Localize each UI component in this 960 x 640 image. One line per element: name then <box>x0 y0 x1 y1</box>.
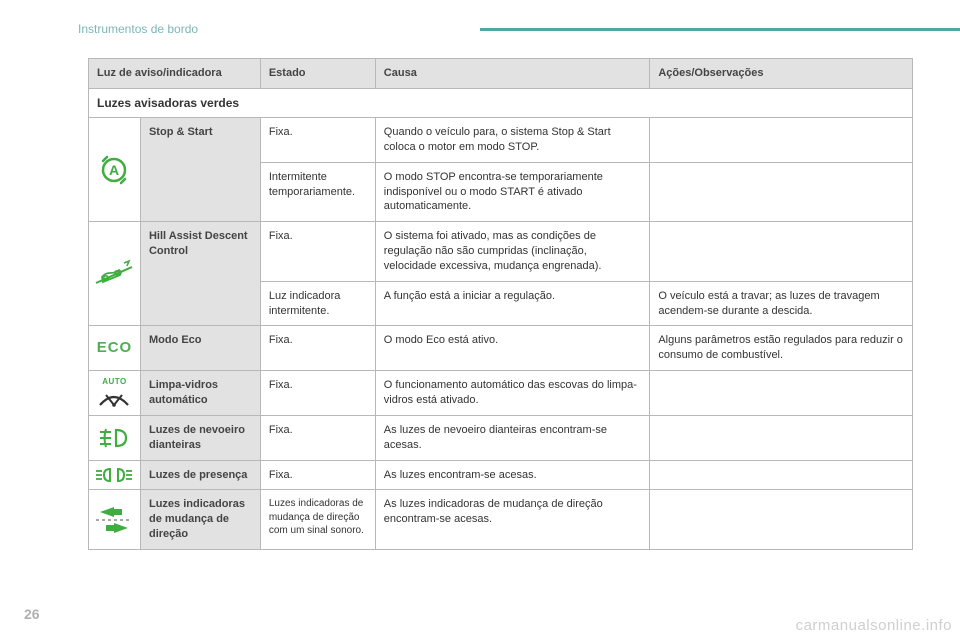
hill-assist-icon-cell <box>89 222 141 326</box>
wiper-icon-cell: AUTO <box>89 371 141 416</box>
svg-text:A: A <box>109 162 119 178</box>
table-row: Hill Assist Descent Control Fixa. O sist… <box>89 222 913 282</box>
row-causa: O modo Eco está ativo. <box>375 326 650 371</box>
turn-signal-icon-cell <box>89 490 141 550</box>
fog-light-icon-cell <box>89 415 141 460</box>
th-acoes: Ações/Observações <box>650 59 913 89</box>
sidelight-icon-cell <box>89 460 141 490</box>
auto-label: AUTO <box>91 377 138 388</box>
table-row: Luzes de nevoeiro dianteiras Fixa. As lu… <box>89 415 913 460</box>
row-name: Luzes de nevoeiro dianteiras <box>140 415 260 460</box>
row-acoes <box>650 460 913 490</box>
table-row: ECO Modo Eco Fixa. O modo Eco está ativo… <box>89 326 913 371</box>
section-heading-row: Luzes avisadoras verdes <box>89 88 913 117</box>
hill-descent-icon <box>94 259 134 289</box>
row-causa: A função está a iniciar a regulação. <box>375 281 650 326</box>
header-rule <box>480 28 960 31</box>
row-acoes <box>650 222 913 282</box>
page-number: 26 <box>24 606 40 622</box>
row-acoes <box>650 162 913 222</box>
row-acoes <box>650 371 913 416</box>
table-row: Luzes de presença Fixa. As luzes encontr… <box>89 460 913 490</box>
table-row: A Stop & Start Fixa. Quando o veículo pa… <box>89 118 913 163</box>
row-name: Stop & Start <box>140 118 260 222</box>
table-row: Luzes indicadoras de mudança de direção … <box>89 490 913 550</box>
row-estado: Luzes indicadoras de mudança de direção … <box>260 490 375 550</box>
th-estado: Estado <box>260 59 375 89</box>
row-causa: As luzes indicadoras de mudança de direç… <box>375 490 650 550</box>
eco-icon-cell: ECO <box>89 326 141 371</box>
row-estado: Fixa. <box>260 326 375 371</box>
row-causa: O modo STOP encontra-se temporariamente … <box>375 162 650 222</box>
row-acoes: O veículo está a travar; as luzes de tra… <box>650 281 913 326</box>
row-causa: As luzes encontram-se acesas. <box>375 460 650 490</box>
row-name: Limpa-vidros automático <box>140 371 260 416</box>
row-name: Hill Assist Descent Control <box>140 222 260 326</box>
row-name: Luzes de presença <box>140 460 260 490</box>
table-header-row: Luz de aviso/indicadora Estado Causa Açõ… <box>89 59 913 89</box>
row-causa: Quando o veículo para, o sistema Stop & … <box>375 118 650 163</box>
eco-icon: ECO <box>97 339 133 356</box>
row-name: Modo Eco <box>140 326 260 371</box>
stop-start-icon-cell: A <box>89 118 141 222</box>
section-title: Instrumentos de bordo <box>78 22 198 36</box>
th-indicator: Luz de aviso/indicadora <box>89 59 261 89</box>
section-heading: Luzes avisadoras verdes <box>89 88 913 117</box>
turn-signals-icon <box>94 505 134 535</box>
row-causa: As luzes de nevoeiro dianteiras encontra… <box>375 415 650 460</box>
row-acoes <box>650 490 913 550</box>
th-causa: Causa <box>375 59 650 89</box>
row-estado: Fixa. <box>260 371 375 416</box>
table-row: AUTO Limpa-vidros automático Fixa. O fun… <box>89 371 913 416</box>
row-acoes <box>650 118 913 163</box>
footer-watermark: carmanualsonline.info <box>796 617 952 634</box>
row-estado: Fixa. <box>260 222 375 282</box>
row-acoes: Alguns parâmetros estão regulados para r… <box>650 326 913 371</box>
stop-start-icon: A <box>97 153 131 187</box>
row-acoes <box>650 415 913 460</box>
wiper-auto-icon <box>96 387 132 409</box>
front-fog-light-icon <box>96 426 132 450</box>
row-estado: Fixa. <box>260 118 375 163</box>
row-name: Luzes indicadoras de mudança de direção <box>140 490 260 550</box>
warning-lights-table: Luz de aviso/indicadora Estado Causa Açõ… <box>88 58 913 550</box>
row-causa: O funcionamento automático das escovas d… <box>375 371 650 416</box>
row-causa: O sistema foi ativado, mas as condições … <box>375 222 650 282</box>
sidelights-icon <box>94 465 134 485</box>
row-estado: Luz indicadora intermitente. <box>260 281 375 326</box>
row-estado: Fixa. <box>260 460 375 490</box>
row-estado: Intermitente temporariamente. <box>260 162 375 222</box>
row-estado: Fixa. <box>260 415 375 460</box>
